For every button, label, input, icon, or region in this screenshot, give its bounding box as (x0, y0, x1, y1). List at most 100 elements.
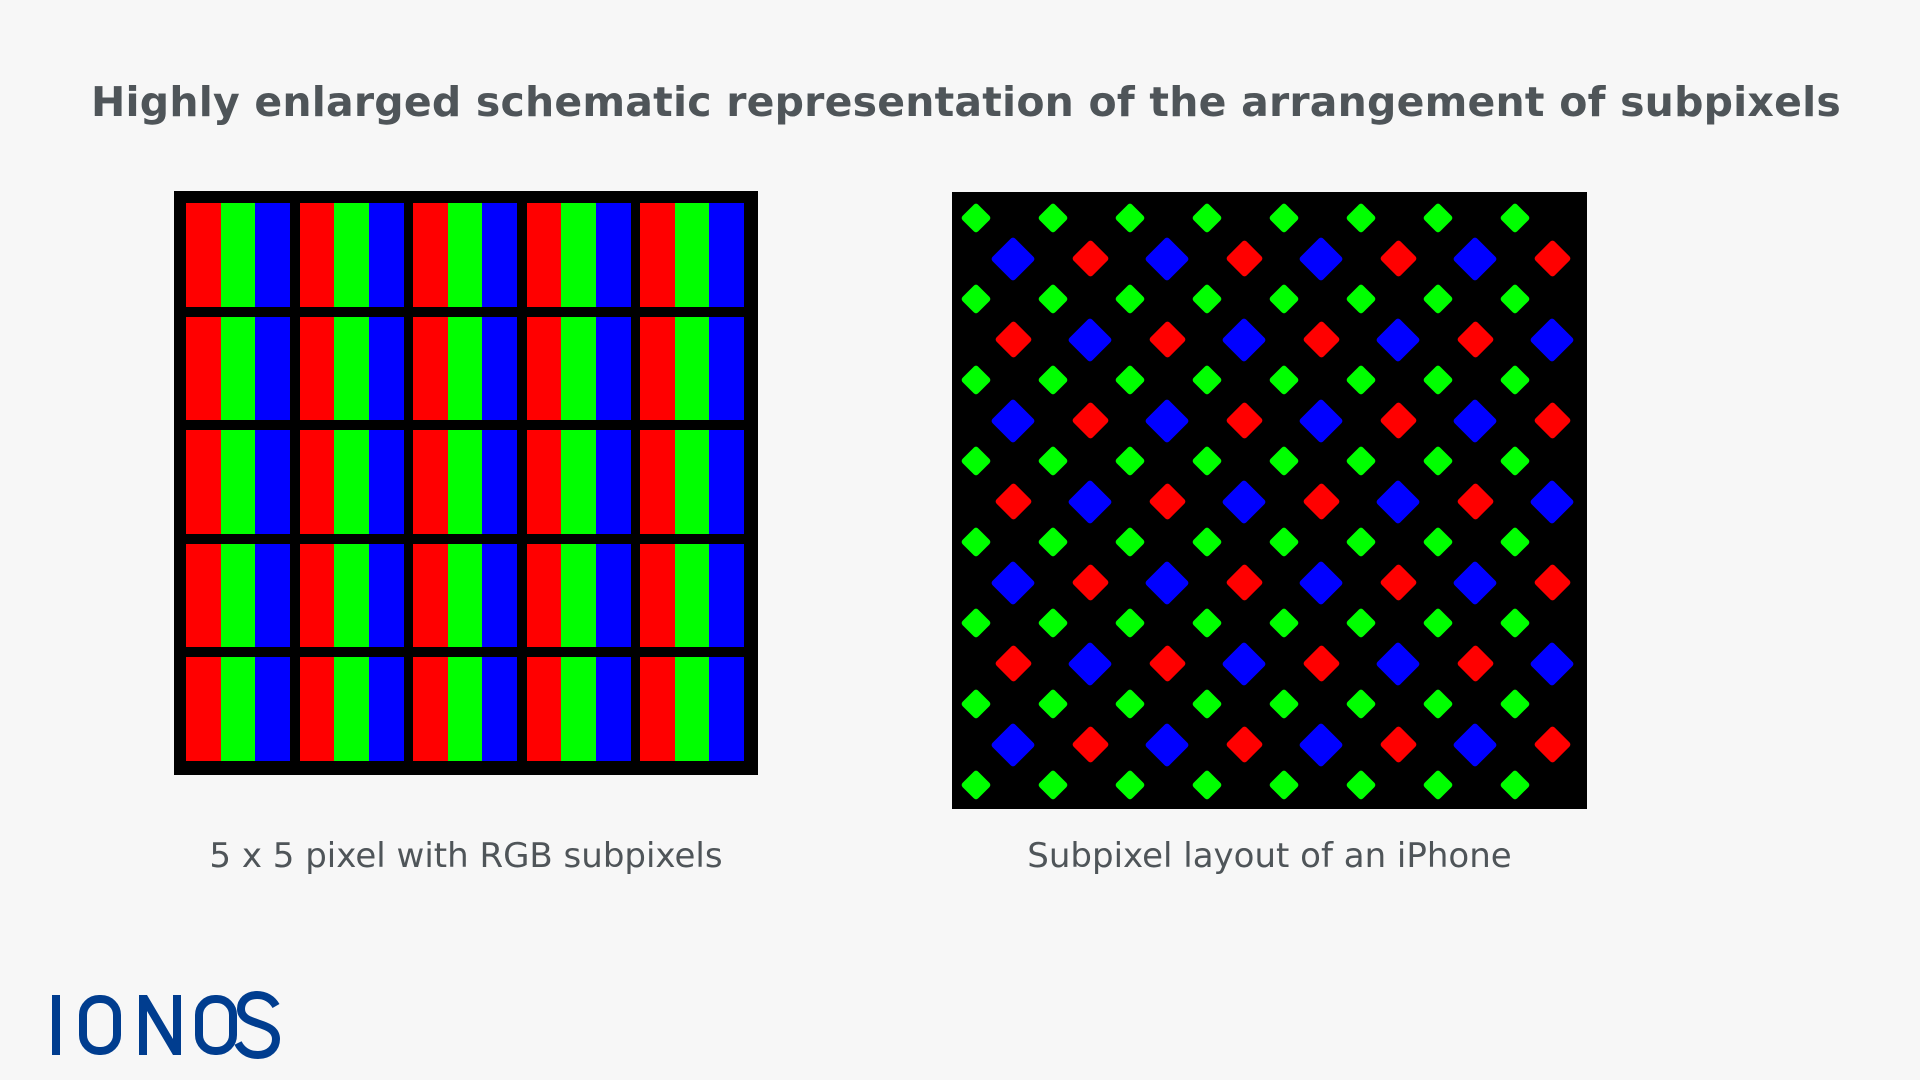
red-subpixel (1224, 725, 1264, 764)
green-subpixel (1191, 283, 1223, 315)
iphone-subpixel-layout (952, 192, 1587, 809)
blue-subpixel (1452, 559, 1498, 606)
green-subpixel (1114, 769, 1146, 801)
red-subpixel (526, 316, 562, 421)
red-subpixel (1301, 482, 1341, 521)
red-subpixel (1301, 320, 1341, 359)
blue-subpixel (1067, 316, 1113, 363)
blue-subpixel (1221, 478, 1267, 525)
green-subpixel (1345, 445, 1377, 477)
blue-subpixel (1298, 721, 1344, 768)
blue-subpixel (1298, 397, 1344, 444)
green-subpixel (334, 543, 370, 648)
green-subpixel (960, 364, 992, 396)
green-subpixel (561, 657, 597, 761)
green-subpixel (1345, 688, 1377, 720)
green-subpixel (1037, 364, 1069, 396)
green-subpixel (1422, 769, 1454, 801)
red-subpixel (1455, 482, 1495, 521)
green-subpixel (1345, 283, 1377, 315)
green-subpixel (674, 430, 710, 534)
red-subpixel (186, 543, 222, 648)
ionos-logo-mark (52, 990, 280, 1060)
blue-subpixel (1144, 559, 1190, 606)
red-subpixel (1147, 482, 1187, 521)
blue-subpixel (595, 657, 631, 761)
blue-subpixel (255, 657, 291, 761)
green-subpixel (447, 316, 483, 421)
red-subpixel (1455, 320, 1495, 359)
blue-subpixel (1529, 640, 1575, 687)
green-subpixel (334, 430, 370, 534)
red-subpixel (413, 203, 449, 307)
blue-subpixel (255, 430, 291, 534)
green-subpixel (1037, 445, 1069, 477)
green-subpixel (1191, 688, 1223, 720)
red-subpixel (1378, 239, 1418, 278)
blue-subpixel (368, 657, 404, 761)
green-subpixel (1268, 364, 1300, 396)
red-subpixel (413, 430, 449, 534)
green-subpixel (1499, 364, 1531, 396)
red-subpixel (1224, 239, 1264, 278)
red-subpixel (299, 657, 335, 761)
green-subpixel (674, 316, 710, 421)
green-subpixel (1422, 364, 1454, 396)
red-subpixel (413, 543, 449, 648)
red-subpixel (186, 657, 222, 761)
blue-subpixel (482, 543, 518, 648)
green-subpixel (561, 543, 597, 648)
blue-subpixel (709, 203, 745, 307)
blue-subpixel (255, 203, 291, 307)
green-subpixel (1268, 283, 1300, 315)
red-subpixel (526, 430, 562, 534)
page-title: Highly enlarged schematic representation… (91, 78, 1841, 126)
green-subpixel (1114, 202, 1146, 234)
red-subpixel (186, 203, 222, 307)
green-subpixel (960, 445, 992, 477)
green-subpixel (1345, 202, 1377, 234)
red-subpixel (1070, 239, 1110, 278)
blue-subpixel (1452, 397, 1498, 444)
green-subpixel (674, 543, 710, 648)
blue-subpixel (368, 316, 404, 421)
green-subpixel (1422, 607, 1454, 639)
green-subpixel (960, 607, 992, 639)
blue-subpixel (1529, 316, 1575, 363)
green-subpixel (1114, 445, 1146, 477)
green-subpixel (1191, 202, 1223, 234)
red-subpixel (1224, 401, 1264, 440)
blue-subpixel (1375, 316, 1421, 363)
green-subpixel (1422, 688, 1454, 720)
red-subpixel (640, 430, 676, 534)
red-subpixel (1455, 644, 1495, 683)
blue-subpixel (482, 316, 518, 421)
blue-subpixel (368, 430, 404, 534)
green-subpixel (1499, 607, 1531, 639)
rgb-subpixel-grid (174, 191, 758, 775)
red-subpixel (1532, 401, 1572, 440)
red-subpixel (299, 203, 335, 307)
green-subpixel (220, 316, 256, 421)
blue-subpixel (255, 543, 291, 648)
green-subpixel (1191, 607, 1223, 639)
red-subpixel (299, 430, 335, 534)
red-subpixel (993, 644, 1033, 683)
red-subpixel (413, 657, 449, 761)
red-subpixel (1378, 563, 1418, 602)
red-subpixel (1070, 401, 1110, 440)
green-subpixel (220, 657, 256, 761)
red-subpixel (1147, 320, 1187, 359)
green-subpixel (1345, 364, 1377, 396)
rgb-grid-caption: 5 x 5 pixel with RGB subpixels (209, 836, 723, 876)
blue-subpixel (368, 543, 404, 648)
green-subpixel (1114, 364, 1146, 396)
blue-subpixel (1452, 235, 1498, 282)
green-subpixel (447, 543, 483, 648)
red-subpixel (526, 203, 562, 307)
green-subpixel (1191, 445, 1223, 477)
green-subpixel (1499, 283, 1531, 315)
green-subpixel (960, 283, 992, 315)
green-subpixel (1037, 688, 1069, 720)
blue-subpixel (1221, 316, 1267, 363)
